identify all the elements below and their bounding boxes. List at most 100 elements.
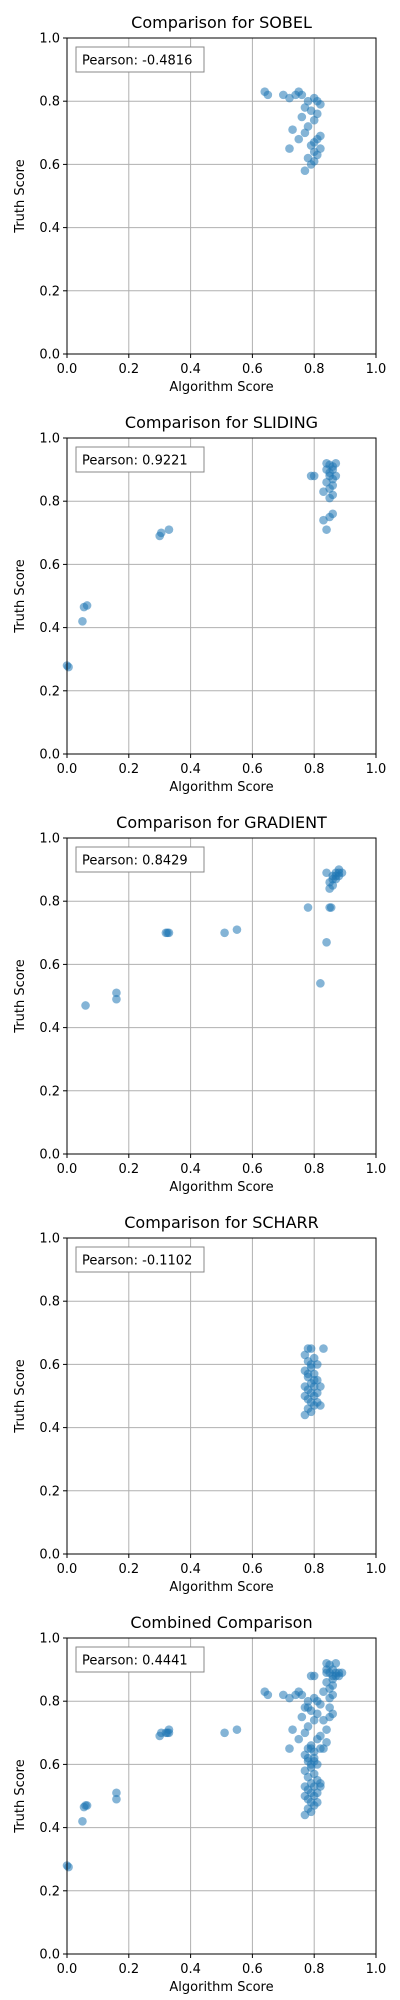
data-point (334, 1671, 344, 1681)
data-point (331, 871, 341, 881)
data-point (309, 1715, 319, 1725)
y-tick-label: 0.2 (39, 1484, 60, 1499)
chart-panel-2: 0.0 0.2 0.4 0.6 0.8 1.0 0.0 0.2 0.4 0.6 0.8 1.0 Pear… (13, 813, 386, 1195)
y-tick-label: 0.2 (39, 684, 60, 699)
x-axis-label: Algorithm Score (169, 1580, 273, 1595)
y-tick-label: 1.0 (39, 832, 60, 847)
data-point (312, 150, 322, 160)
x-tick-label: 0.4 (180, 1562, 201, 1577)
data-point (220, 928, 229, 938)
data-point (220, 1728, 229, 1738)
pearson-box (75, 46, 205, 73)
data-point (232, 925, 242, 934)
data-point (78, 616, 87, 626)
data-point (309, 1671, 319, 1681)
data-point (81, 1801, 90, 1810)
data-point (319, 1715, 328, 1725)
chart-panel-1: 0.0 0.2 0.4 0.6 0.8 1.0 0.0 0.2 0.4 0.6 0.8 1.0 Pear… (13, 413, 386, 795)
data-point (300, 1810, 310, 1820)
x-tick-label: 1.0 (366, 1162, 387, 1177)
data-point (64, 1862, 73, 1872)
x-tick-label: 0.6 (242, 762, 263, 777)
x-tick-label: 0.2 (118, 1162, 139, 1177)
x-tick-label: 0.8 (304, 1562, 325, 1577)
y-tick-label: 0.8 (39, 895, 60, 910)
y-tick-label: 1.0 (39, 1232, 60, 1247)
data-point (319, 487, 328, 497)
y-tick-label: 0.8 (39, 1695, 60, 1710)
y-tick-label: 0.6 (39, 1758, 60, 1773)
data-point (309, 115, 319, 125)
y-tick-label: 0.8 (39, 495, 60, 510)
chart-panel-0: 0.0 0.2 0.4 0.6 0.8 1.0 0.0 0.2 0.4 0.6 0.8 1.0 Pear… (13, 13, 386, 395)
x-tick-label: 0.2 (118, 1562, 139, 1577)
plot-frame (66, 1637, 377, 1955)
data-point (322, 1725, 331, 1734)
y-tick-label: 0.0 (39, 1148, 60, 1163)
y-tick-label: 0.0 (39, 748, 60, 763)
data-point (81, 1001, 90, 1010)
y-tick-label: 0.4 (39, 621, 60, 636)
data-point (312, 1734, 322, 1744)
data-point (325, 1693, 334, 1703)
data-point (325, 493, 334, 503)
data-point (78, 1816, 87, 1826)
x-tick-label: 1.0 (366, 362, 387, 377)
data-point (232, 1725, 242, 1734)
data-point (325, 1703, 334, 1712)
chart-title: Comparison for SCHARR (124, 1213, 319, 1232)
y-tick-label: 0.6 (39, 958, 60, 973)
data-point (306, 160, 316, 169)
x-tick-label: 0.6 (242, 1562, 263, 1577)
y-tick-label: 0.4 (39, 1021, 60, 1036)
x-tick-label: 0.2 (118, 362, 139, 377)
data-point (316, 1401, 325, 1410)
data-point (164, 1725, 174, 1734)
x-axis-label: Algorithm Score (169, 380, 273, 395)
data-point (322, 525, 331, 534)
data-point (300, 1410, 310, 1420)
chart-title: Comparison for SLIDING (125, 413, 318, 432)
data-point (322, 937, 331, 947)
data-point (294, 1734, 304, 1744)
pearson-annotation: Pearson: 0.4441 (82, 1654, 188, 1669)
x-tick-label: 0.0 (57, 1562, 78, 1577)
x-axis-label: Algorithm Score (169, 1980, 273, 1995)
x-tick-label: 0.4 (180, 362, 201, 377)
y-axis-label: Truth Score (13, 959, 28, 1034)
data-point (306, 1360, 316, 1369)
pearson-annotation: Pearson: -0.1102 (82, 1254, 192, 1269)
data-point (288, 125, 297, 134)
x-tick-label: 0.2 (118, 762, 139, 777)
y-axis-label: Truth Score (13, 159, 28, 234)
data-point (309, 471, 319, 481)
data-point (285, 1744, 294, 1753)
plot-frame (66, 1237, 377, 1555)
data-point (303, 1703, 313, 1712)
data-point (64, 662, 73, 672)
data-point (328, 462, 338, 471)
pearson-annotation: Pearson: 0.9221 (82, 454, 188, 469)
y-tick-label: 0.6 (39, 558, 60, 573)
y-axis-label: Truth Score (13, 1359, 28, 1434)
data-point (316, 100, 325, 109)
data-point (263, 1690, 273, 1700)
pearson-box (75, 1646, 205, 1673)
x-axis-label: Algorithm Score (169, 780, 273, 795)
y-tick-label: 0.4 (39, 1821, 60, 1836)
chart-panel-3: 0.0 0.2 0.4 0.6 0.8 1.0 0.0 0.2 0.4 0.6 0.8 1.0 Pear… (13, 1213, 386, 1595)
y-axis-label: Truth Score (13, 559, 28, 634)
data-point (316, 1700, 325, 1709)
x-tick-label: 0.0 (57, 762, 78, 777)
y-tick-label: 0.2 (39, 1084, 60, 1099)
pearson-annotation: Pearson: 0.8429 (82, 854, 188, 869)
y-tick-label: 0.0 (39, 1948, 60, 1963)
data-point (319, 1687, 328, 1697)
data-point (326, 903, 336, 912)
data-point (112, 988, 121, 998)
y-tick-label: 0.4 (39, 1421, 60, 1436)
pearson-annotation: Pearson: -0.4816 (82, 54, 192, 69)
chart-panel-4: 0.0 0.2 0.4 0.6 0.8 1.0 0.0 0.2 0.4 0.6 0.8 1.0 Pear… (13, 1613, 386, 1995)
x-tick-label: 0.8 (304, 762, 325, 777)
data-point (164, 928, 174, 938)
